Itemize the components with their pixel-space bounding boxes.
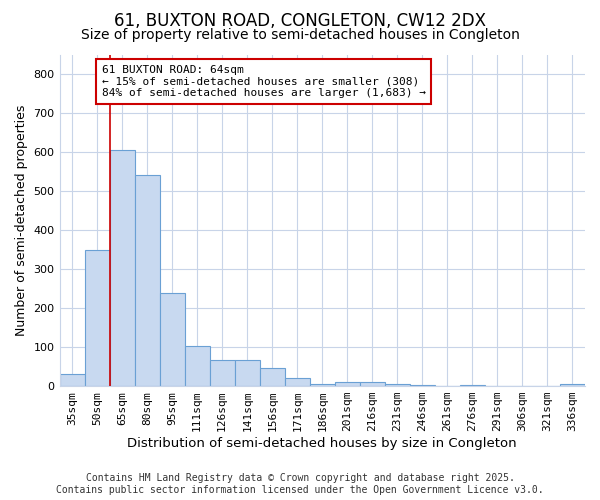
- Bar: [85, 250, 110, 386]
- Text: 61 BUXTON ROAD: 64sqm
← 15% of semi-detached houses are smaller (308)
84% of sem: 61 BUXTON ROAD: 64sqm ← 15% of semi-deta…: [101, 65, 425, 98]
- Bar: [560, 384, 585, 386]
- Bar: [285, 378, 310, 386]
- Text: Size of property relative to semi-detached houses in Congleton: Size of property relative to semi-detach…: [80, 28, 520, 42]
- Bar: [185, 346, 209, 386]
- Bar: [385, 384, 410, 386]
- Text: 61, BUXTON ROAD, CONGLETON, CW12 2DX: 61, BUXTON ROAD, CONGLETON, CW12 2DX: [114, 12, 486, 30]
- Bar: [59, 374, 85, 386]
- Bar: [360, 382, 385, 386]
- Bar: [160, 292, 185, 386]
- Bar: [310, 384, 335, 386]
- Bar: [134, 175, 160, 386]
- Bar: [209, 360, 235, 386]
- Bar: [110, 150, 134, 386]
- Y-axis label: Number of semi-detached properties: Number of semi-detached properties: [15, 105, 28, 336]
- Text: Contains HM Land Registry data © Crown copyright and database right 2025.
Contai: Contains HM Land Registry data © Crown c…: [56, 474, 544, 495]
- Bar: [260, 368, 285, 386]
- X-axis label: Distribution of semi-detached houses by size in Congleton: Distribution of semi-detached houses by …: [127, 437, 517, 450]
- Bar: [335, 382, 360, 386]
- Bar: [235, 360, 260, 386]
